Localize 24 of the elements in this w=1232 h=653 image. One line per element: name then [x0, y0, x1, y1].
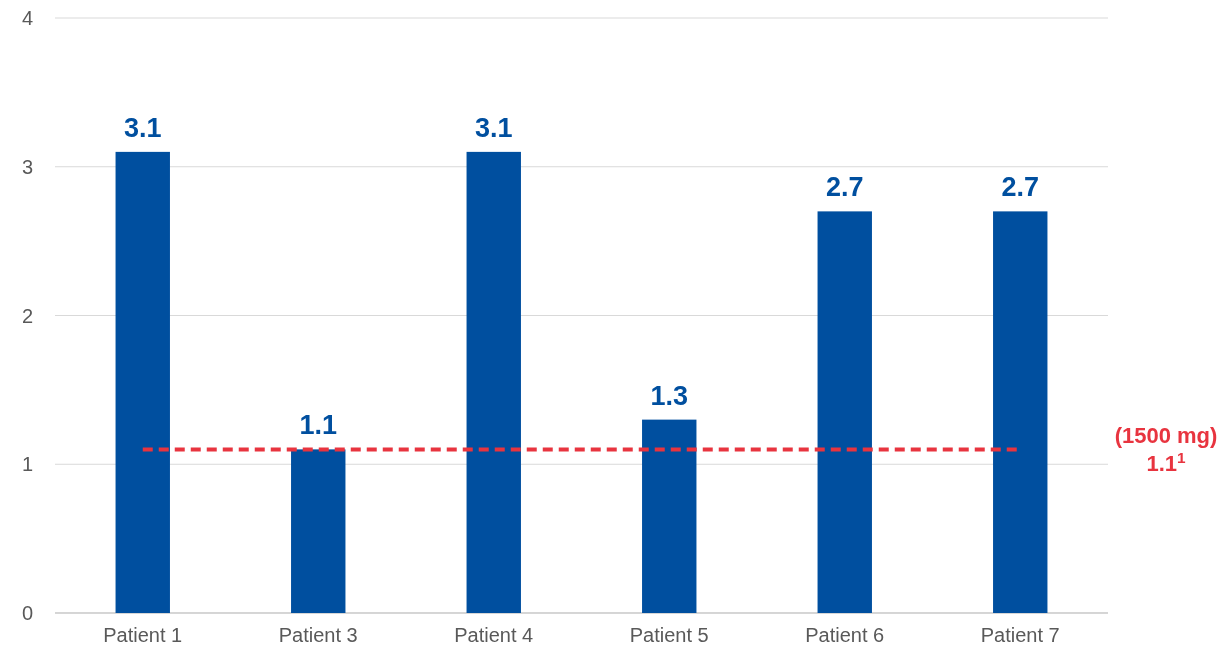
y-tick-label: 2: [21, 304, 33, 327]
bar: [642, 419, 697, 613]
bar: [817, 211, 872, 613]
x-tick-label: Patient 5: [629, 624, 709, 646]
data-label: 3.1: [474, 112, 513, 143]
data-label: 2.7: [825, 172, 864, 203]
data-label: 3.1: [123, 112, 162, 143]
bar: [115, 151, 170, 613]
bar: [993, 211, 1048, 613]
data-label: 1.3: [650, 380, 689, 411]
y-tick-label: 1: [21, 453, 33, 476]
x-tick-label: Patient 4: [454, 624, 534, 646]
y-tick-label: 4: [21, 7, 33, 29]
x-tick-label: Patient 1: [103, 624, 183, 646]
data-label: 2.7: [1001, 172, 1040, 203]
y-tick-label: 0: [21, 602, 33, 624]
x-tick-label: Patient 7: [980, 624, 1060, 646]
x-tick-label: Patient 6: [805, 624, 885, 646]
ref-line-label: (1500 mg) 1.1$^{1}$: [1114, 423, 1218, 477]
x-tick-label: Patient 3: [278, 624, 358, 646]
y-tick-label: 3: [21, 155, 33, 178]
bar: [466, 151, 521, 613]
bar: [291, 449, 346, 613]
data-label: 1.1: [299, 410, 338, 441]
